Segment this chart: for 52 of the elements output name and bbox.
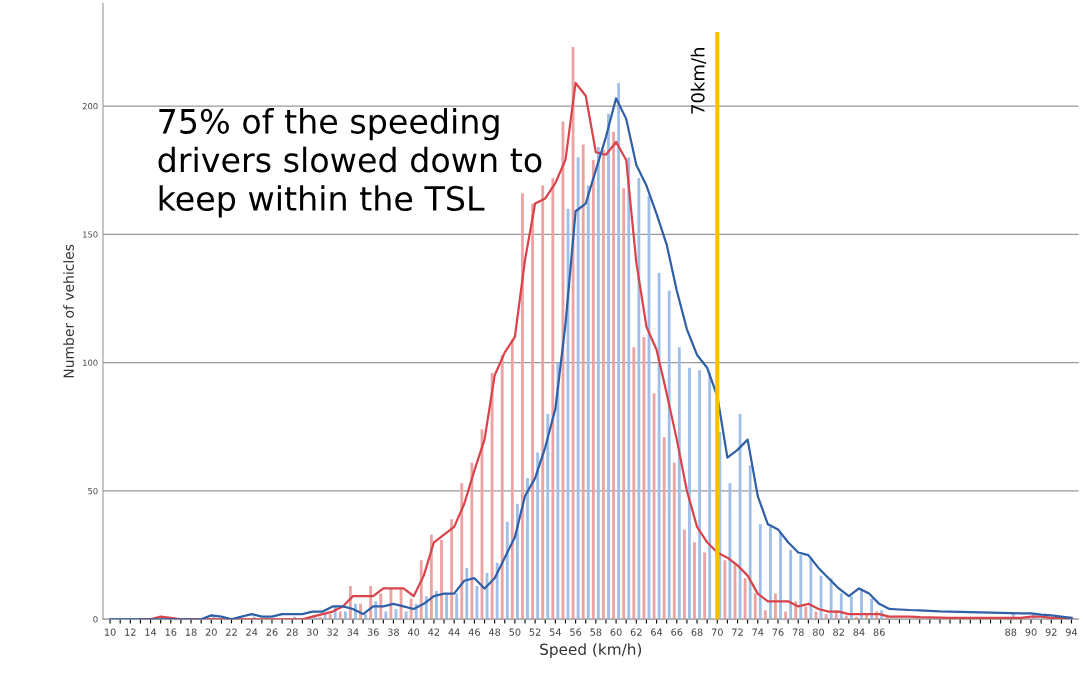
x-tick-label: 84 — [853, 628, 865, 636]
x-tick-label: 38 — [387, 628, 399, 636]
annotation: 75% of the speeding drivers slowed down to keep within the TSL — [158, 108, 542, 218]
x-tick-label: 66 — [671, 628, 683, 636]
ref-line-label: 70km/h — [690, 48, 707, 114]
x-tick-label: 92 — [1045, 628, 1057, 636]
x-tick-label: 14 — [145, 628, 157, 636]
x-tick-label: 24 — [246, 628, 258, 636]
x-tick-label: 46 — [468, 628, 480, 636]
x-tick-label: 86 — [873, 628, 885, 636]
x-tick-label: 56 — [570, 628, 582, 636]
x-tick-label: 62 — [630, 628, 642, 636]
x-tick-label: 36 — [367, 628, 379, 636]
x-tick-label: 80 — [812, 628, 825, 636]
x-tick-label: 72 — [732, 628, 743, 636]
x-tick-label: 90 — [1025, 628, 1037, 636]
x-tick-label: 20 — [205, 628, 217, 636]
x-tick-label: 60 — [610, 628, 622, 636]
x-tick-label: 68 — [691, 628, 703, 636]
x-tick-label: 50 — [509, 628, 521, 636]
x-tick-label: 34 — [347, 628, 359, 636]
y-tick-label: 100 — [83, 359, 98, 366]
x-tick-label: 58 — [590, 628, 602, 636]
x-tick-label: 54 — [549, 628, 561, 636]
x-tick-label: 78 — [792, 628, 804, 636]
x-tick-label: 10 — [104, 628, 116, 636]
x-tick-label: 94 — [1065, 628, 1078, 636]
x-tick-label: 26 — [266, 628, 278, 636]
x-tick-label: 12 — [125, 628, 136, 636]
x-tick-label: 70 — [711, 628, 723, 636]
y-tick-label: 150 — [83, 231, 98, 238]
x-axis-title: Speed (km/h) — [540, 643, 642, 659]
y-tick-label: 0 — [93, 616, 98, 623]
x-tick-label: 28 — [286, 628, 298, 636]
y-tick-label: 200 — [82, 103, 98, 110]
x-tick-label: 42 — [428, 628, 440, 636]
x-tick-label: 74 — [752, 628, 764, 636]
y-tick-label: 50 — [88, 487, 98, 495]
x-tick-label: 30 — [307, 628, 319, 636]
x-tick-label: 52 — [529, 628, 541, 636]
x-tick-label: 48 — [488, 628, 501, 636]
x-tick-label: 88 — [1005, 628, 1017, 636]
x-tick-label: 22 — [226, 628, 237, 636]
x-tick-label: 82 — [833, 628, 844, 636]
x-tick-label: 40 — [407, 628, 420, 636]
x-tick-label: 32 — [327, 628, 338, 636]
x-tick-label: 44 — [448, 628, 460, 636]
x-tick-label: 76 — [772, 628, 784, 636]
x-tick-label: 64 — [651, 628, 663, 636]
x-tick-label: 18 — [185, 628, 197, 636]
x-tick-label: 16 — [165, 628, 177, 636]
y-axis-title: Number of vehicles — [63, 244, 74, 378]
